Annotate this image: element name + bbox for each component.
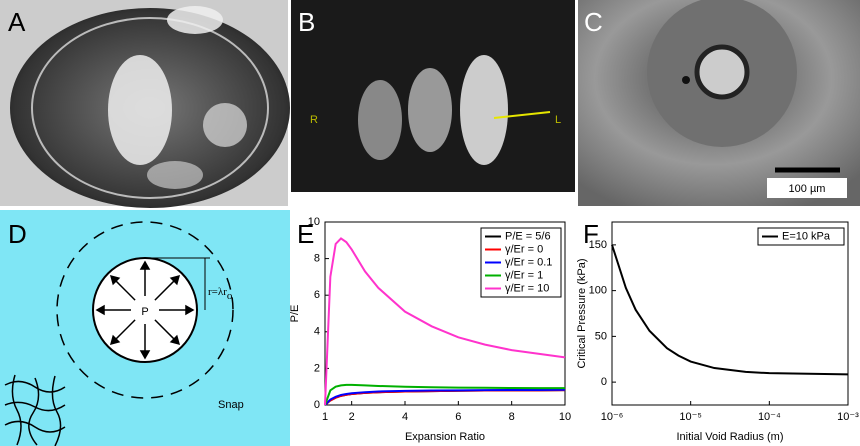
arrow-head (169, 274, 181, 286)
line (324, 237, 566, 406)
arrow-head (139, 350, 151, 360)
diagram-d: r=λro P Snap D (0, 210, 290, 446)
y-tick-label: 4 (314, 326, 320, 338)
y-tick-label: 0 (314, 399, 320, 411)
panel-label: F (583, 219, 599, 249)
x-tick-label: 2 (349, 411, 355, 423)
arrow-head (109, 274, 121, 286)
line (611, 244, 849, 376)
y-tick-label: 2 (314, 362, 320, 374)
panel-label: C (584, 7, 603, 37)
radius-sub: o (227, 290, 233, 302)
x-tick-label: 6 (455, 411, 461, 423)
y-tick-label: 150 (589, 239, 607, 251)
y-tick-label: 100 (589, 285, 607, 297)
legend-label: γ/Er = 0 (505, 243, 543, 255)
x-tick-label: 10⁻⁵ (679, 411, 702, 423)
x-tick-label: 10⁻³ (837, 411, 859, 423)
arrow-head (95, 304, 105, 316)
photo-b: R L B (291, 0, 575, 192)
legend-label: γ/Er = 1 (505, 269, 543, 281)
panel-label: E (297, 219, 314, 249)
radius-label: r=λro (208, 286, 233, 302)
x-tick-label: 4 (402, 411, 408, 423)
y-tick-label: 10 (308, 216, 320, 228)
line (324, 388, 566, 406)
x-tick-label: 10⁻⁶ (601, 411, 624, 423)
arrow-head (185, 304, 195, 316)
plot-frame (611, 221, 849, 406)
y-tick-label: 6 (314, 289, 320, 301)
chart: 1 2 4 6 8 10 0 2 4 6 8 10 Expansion Ratio P/E P/E = 5/… (289, 216, 571, 443)
x-tick-label: 1 (322, 411, 328, 423)
y-tick-label: 50 (595, 330, 607, 342)
scale-label: 100 µm (789, 183, 826, 195)
photo-a: A (0, 0, 290, 208)
arrow-head (169, 334, 181, 346)
x-tick-label: 8 (509, 411, 515, 423)
chart: 10⁻⁶ 10⁻⁵ 10⁻⁴ 10⁻³ 0 50 100 150 Initial Void Ra… (576, 221, 859, 443)
image-marker: R (310, 114, 318, 126)
x-axis-title: Initial Void Radius (m) (677, 431, 784, 443)
legend-label: E=10 kPa (782, 230, 831, 242)
y-tick-label: 8 (314, 253, 320, 265)
arrow-head (139, 260, 151, 270)
legend-label: P/E = 5/6 (505, 230, 551, 242)
panel-label: A (8, 7, 26, 37)
pressure-label: P (141, 306, 148, 318)
panel-label: D (8, 219, 27, 249)
snap-label: Snap (218, 399, 244, 411)
panel-label: B (298, 7, 315, 37)
legend-label: γ/Er = 10 (505, 282, 549, 294)
y-axis-title: Critical Pressure (kPa) (576, 258, 588, 368)
y-axis-title: P/E (289, 305, 301, 323)
photo-c: 100 µm C (578, 0, 860, 206)
arrow-head (109, 334, 121, 346)
line (324, 383, 565, 406)
radius-text: r=λr (208, 286, 227, 298)
x-tick-label: 10 (559, 411, 571, 423)
x-tick-label: 10⁻⁴ (758, 411, 781, 423)
x-axis-title: Expansion Ratio (405, 431, 485, 443)
image-marker: L (555, 114, 561, 126)
legend-label: γ/Er = 0.1 (505, 256, 552, 268)
y-tick-label: 0 (601, 376, 607, 388)
legend-box (757, 227, 845, 246)
